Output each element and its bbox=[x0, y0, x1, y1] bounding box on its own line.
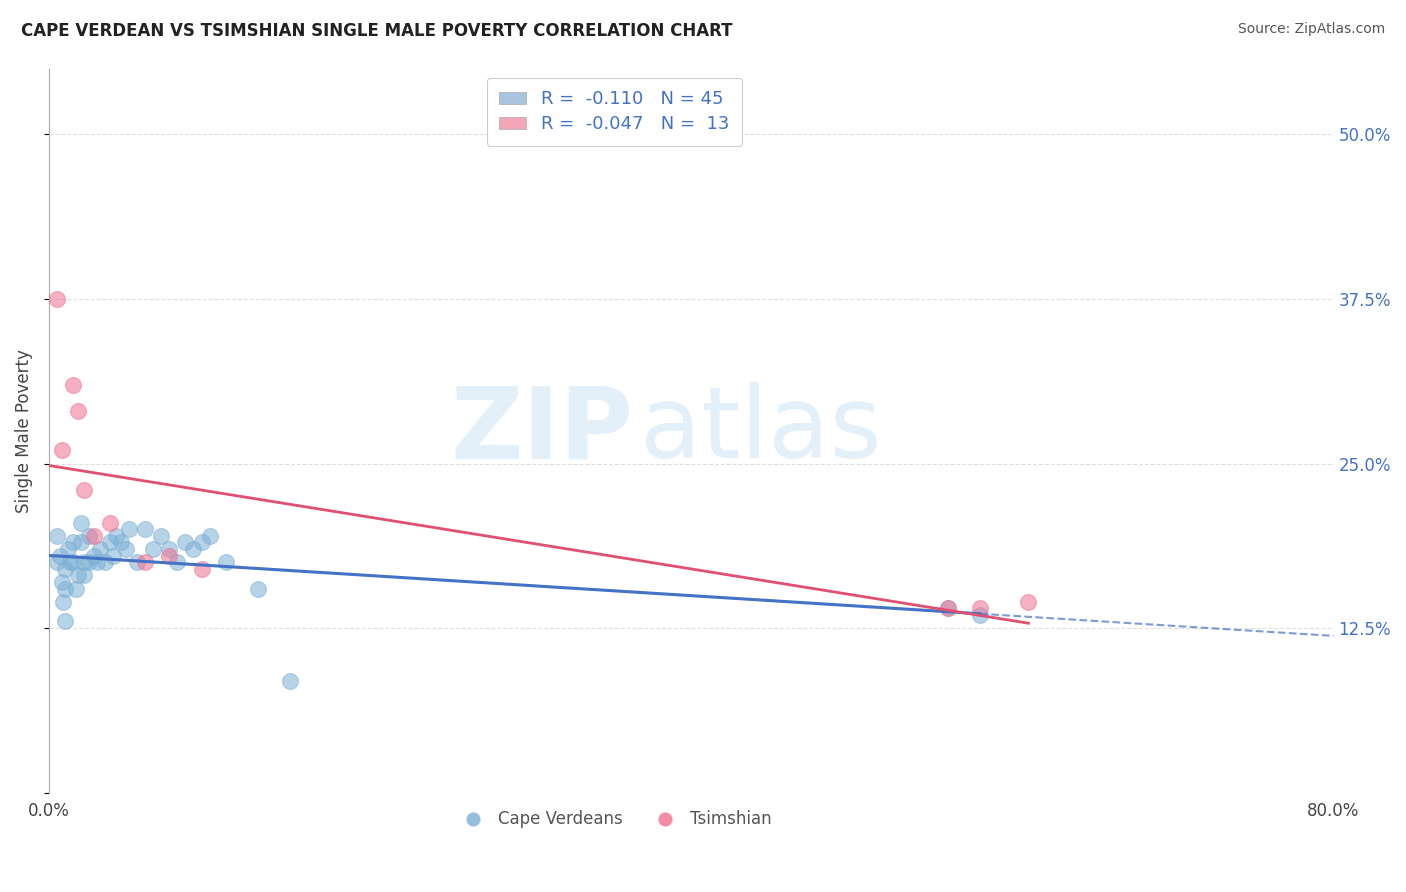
Point bbox=[278, 673, 301, 688]
Point bbox=[46, 292, 69, 306]
Point bbox=[70, 516, 93, 530]
Point bbox=[157, 542, 180, 557]
Point bbox=[46, 555, 69, 569]
Point bbox=[62, 535, 84, 549]
Point bbox=[66, 568, 89, 582]
Point bbox=[969, 601, 991, 615]
Point bbox=[118, 522, 141, 536]
Point bbox=[59, 555, 82, 569]
Point bbox=[83, 529, 105, 543]
Text: CAPE VERDEAN VS TSIMSHIAN SINGLE MALE POVERTY CORRELATION CHART: CAPE VERDEAN VS TSIMSHIAN SINGLE MALE PO… bbox=[21, 22, 733, 40]
Point bbox=[134, 522, 156, 536]
Point bbox=[62, 377, 84, 392]
Point bbox=[73, 555, 96, 569]
Point bbox=[49, 549, 72, 563]
Point bbox=[198, 529, 221, 543]
Point bbox=[214, 555, 236, 569]
Point bbox=[73, 483, 96, 497]
Point bbox=[58, 542, 80, 557]
Point bbox=[127, 555, 149, 569]
Point bbox=[246, 582, 269, 596]
Point bbox=[969, 607, 991, 622]
Point bbox=[936, 601, 959, 615]
Point bbox=[936, 601, 959, 615]
Point bbox=[190, 535, 212, 549]
Point bbox=[83, 549, 105, 563]
Point bbox=[86, 555, 108, 569]
Text: Source: ZipAtlas.com: Source: ZipAtlas.com bbox=[1237, 22, 1385, 37]
Point bbox=[94, 555, 117, 569]
Point bbox=[98, 516, 121, 530]
Point bbox=[46, 529, 69, 543]
Point bbox=[134, 555, 156, 569]
Point bbox=[98, 535, 121, 549]
Point bbox=[53, 615, 76, 629]
Point bbox=[77, 555, 100, 569]
Point bbox=[157, 549, 180, 563]
Point bbox=[103, 549, 125, 563]
Point bbox=[52, 595, 75, 609]
Point bbox=[51, 574, 73, 589]
Point bbox=[77, 529, 100, 543]
Point bbox=[1017, 595, 1039, 609]
Point bbox=[166, 555, 188, 569]
Point bbox=[105, 529, 128, 543]
Point bbox=[65, 582, 87, 596]
Legend: Cape Verdeans, Tsimshian: Cape Verdeans, Tsimshian bbox=[450, 804, 778, 835]
Text: ZIP: ZIP bbox=[450, 382, 634, 479]
Point bbox=[53, 562, 76, 576]
Point bbox=[190, 562, 212, 576]
Point bbox=[183, 542, 205, 557]
Point bbox=[70, 535, 93, 549]
Point bbox=[142, 542, 165, 557]
Point bbox=[174, 535, 197, 549]
Point bbox=[62, 555, 84, 569]
Point bbox=[66, 404, 89, 418]
Point bbox=[73, 568, 96, 582]
Text: atlas: atlas bbox=[640, 382, 882, 479]
Point bbox=[51, 443, 73, 458]
Point bbox=[89, 542, 111, 557]
Point bbox=[110, 535, 132, 549]
Y-axis label: Single Male Poverty: Single Male Poverty bbox=[15, 349, 32, 513]
Point bbox=[150, 529, 173, 543]
Point bbox=[53, 582, 76, 596]
Point bbox=[115, 542, 138, 557]
